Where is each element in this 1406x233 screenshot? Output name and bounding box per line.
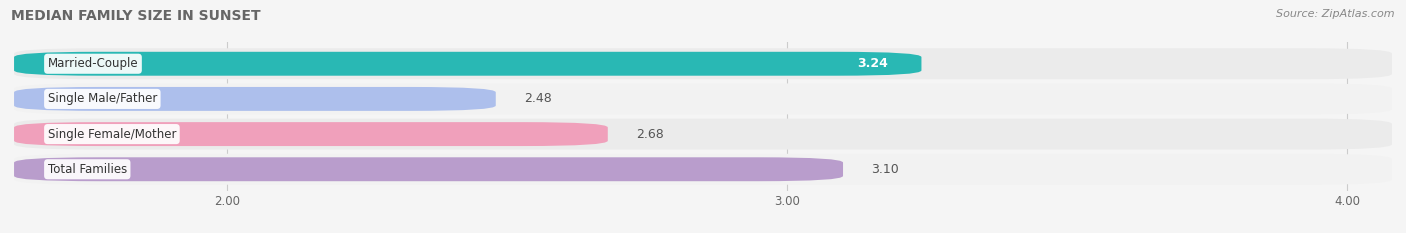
Text: 2.48: 2.48: [524, 93, 551, 105]
FancyBboxPatch shape: [14, 154, 1392, 185]
Text: Total Families: Total Families: [48, 163, 127, 176]
FancyBboxPatch shape: [14, 48, 1392, 79]
FancyBboxPatch shape: [14, 52, 921, 76]
FancyBboxPatch shape: [14, 122, 607, 146]
Text: Single Female/Mother: Single Female/Mother: [48, 128, 176, 140]
Text: 3.10: 3.10: [872, 163, 898, 176]
FancyBboxPatch shape: [14, 157, 844, 181]
Text: 3.24: 3.24: [858, 57, 887, 70]
FancyBboxPatch shape: [14, 119, 1392, 150]
Text: Single Male/Father: Single Male/Father: [48, 93, 157, 105]
Text: Married-Couple: Married-Couple: [48, 57, 138, 70]
Text: MEDIAN FAMILY SIZE IN SUNSET: MEDIAN FAMILY SIZE IN SUNSET: [11, 9, 262, 23]
Text: Source: ZipAtlas.com: Source: ZipAtlas.com: [1277, 9, 1395, 19]
FancyBboxPatch shape: [14, 83, 1392, 114]
Text: 2.68: 2.68: [636, 128, 664, 140]
FancyBboxPatch shape: [14, 87, 496, 111]
